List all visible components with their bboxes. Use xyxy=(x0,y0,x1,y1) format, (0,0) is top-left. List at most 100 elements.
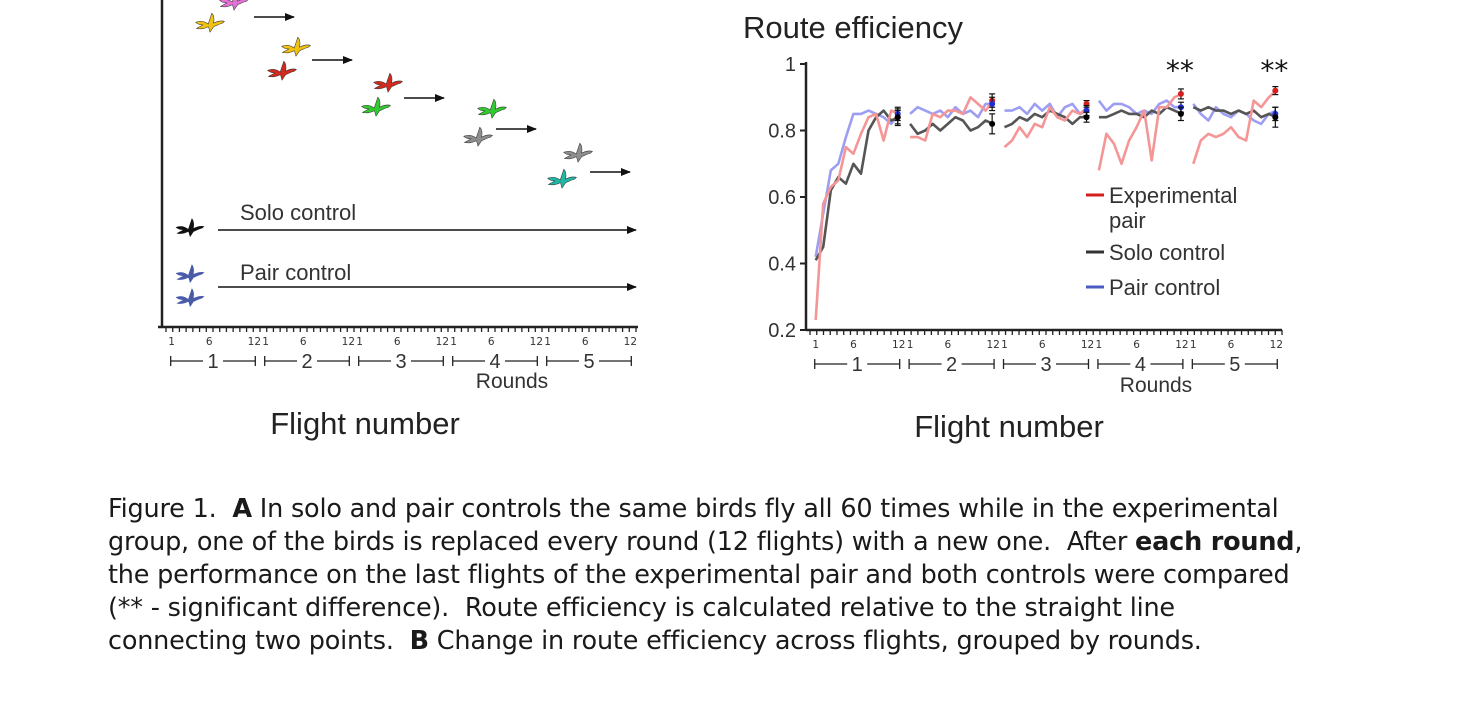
x-tick-label: 12 xyxy=(1175,339,1188,351)
series-line-experimental-pair xyxy=(1003,105,1089,149)
pair-bird-icon xyxy=(175,288,205,308)
x-tick-label: 12 xyxy=(436,336,449,348)
panel-a-rounds-label: Rounds xyxy=(476,370,548,393)
caption-route-text: Route efficiency is calculated relative … xyxy=(108,593,1175,656)
chart-endpoint-means xyxy=(894,86,1279,135)
caption-figure-label: Figure 1. xyxy=(108,494,217,524)
series-line-experimental-pair xyxy=(910,96,995,142)
bird-icon xyxy=(195,12,225,33)
round-label: 2 xyxy=(301,351,312,373)
series-line-experimental-pair xyxy=(1097,92,1183,171)
bird-icon xyxy=(463,126,493,147)
x-tick-label: 1 xyxy=(1190,339,1197,351)
y-tick-label: 0.8 xyxy=(768,121,796,143)
chart-x-axis: 1 6 12 1 6 12 1 6 12 1 6 12 1 6 12 xyxy=(806,328,1283,351)
x-tick-label: 6 xyxy=(488,336,495,348)
x-tick-label: 12 xyxy=(892,339,905,351)
mean-point xyxy=(1272,114,1279,121)
series-line-solo-control xyxy=(1098,105,1183,119)
x-tick-label: 6 xyxy=(300,336,307,348)
solo-control-label: Solo control xyxy=(240,200,356,225)
chart-rounds-label: Rounds xyxy=(1120,374,1192,397)
chart-round-brackets: 1 2 3 4 5 xyxy=(814,354,1278,376)
legend-label: Experimental xyxy=(1109,183,1237,208)
mean-point xyxy=(989,100,996,107)
chart-y-axis: 0.2 0.4 0.6 0.8 1 xyxy=(768,54,808,342)
x-tick-label: 1 xyxy=(544,336,551,348)
pair-control-label: Pair control xyxy=(240,260,351,285)
round-label: 1 xyxy=(852,354,863,376)
series-line-pair-control xyxy=(1192,103,1277,126)
legend-label: pair xyxy=(1109,208,1146,233)
series-line-solo-control xyxy=(1192,105,1277,119)
x-tick-label: 1 xyxy=(1001,339,1008,351)
x-tick-label: 1 xyxy=(1096,339,1103,351)
panel-a-ticks: 1 6 12 1 6 12 1 6 12 1 6 12 1 6 12 xyxy=(165,327,637,348)
x-tick-label: 1 xyxy=(907,339,914,351)
round-label: 1 xyxy=(207,351,218,373)
panel-a-x-axis-label: Flight number xyxy=(270,406,460,441)
round-label: 3 xyxy=(1040,354,1051,376)
pair-bird-icon xyxy=(175,264,205,284)
panel-a: 1 6 12 1 6 12 1 6 12 1 6 12 1 6 12 Solo control Pair c… xyxy=(158,0,638,441)
round-label: 5 xyxy=(583,351,594,373)
bird-icon xyxy=(563,142,593,163)
series-line-solo-control xyxy=(814,109,900,261)
series-line-solo-control xyxy=(909,115,994,136)
mean-point xyxy=(894,114,901,121)
mean-point xyxy=(1177,110,1184,117)
panel-a-round-brackets: 1 2 3 4 5 xyxy=(170,351,632,373)
x-tick-label: 12 xyxy=(530,336,543,348)
legend-label: Pair control xyxy=(1109,275,1220,300)
x-tick-label: 6 xyxy=(1133,339,1140,351)
caption-panel-a-text: In solo and pair controls the same birds… xyxy=(108,494,1279,557)
x-tick-label: 1 xyxy=(168,336,175,348)
figure-canvas: 1 6 12 1 6 12 1 6 12 1 6 12 1 6 12 Solo control Pair c… xyxy=(158,0,1288,444)
bird-icon xyxy=(361,96,391,117)
panel-a-bird-sequence xyxy=(175,0,631,308)
mean-point xyxy=(1083,114,1090,121)
x-tick-label: 12 xyxy=(248,336,261,348)
chart-series-lines xyxy=(814,89,1278,321)
x-tick-label: 1 xyxy=(812,339,819,351)
bird-icon xyxy=(477,98,507,119)
round-label: 4 xyxy=(1135,354,1146,376)
panel-b-chart: Route efficiency 0.20.40.60.81 1 6 12 1 6 12 1… xyxy=(743,10,1288,444)
x-tick-label: 1 xyxy=(450,336,457,348)
legend-label: Solo control xyxy=(1109,240,1225,265)
mean-point xyxy=(989,120,996,127)
bird-icon xyxy=(219,0,249,11)
series-line-experimental-pair xyxy=(1192,89,1278,165)
series-line-pair-control xyxy=(909,102,994,119)
y-tick-label: 1 xyxy=(785,54,796,76)
x-tick-label: 6 xyxy=(582,336,589,348)
figure-caption: Figure 1. A In solo and pair controls th… xyxy=(108,493,1318,658)
series-line-experimental-pair xyxy=(814,109,900,321)
x-tick-label: 6 xyxy=(1228,339,1235,351)
caption-each-round: each round xyxy=(1135,527,1295,557)
y-tick-label: 0.4 xyxy=(768,254,796,276)
x-tick-label: 12 xyxy=(1270,339,1283,351)
x-tick-label: 12 xyxy=(1081,339,1094,351)
x-tick-label: 6 xyxy=(206,336,213,348)
x-tick-label: 6 xyxy=(394,336,401,348)
x-tick-label: 6 xyxy=(1039,339,1046,351)
x-tick-label: 1 xyxy=(262,336,269,348)
x-tick-label: 12 xyxy=(986,339,999,351)
round-label: 5 xyxy=(1229,354,1240,376)
chart-x-axis-label: Flight number xyxy=(914,409,1104,444)
caption-panel-b-text: Change in route efficiency across flight… xyxy=(436,626,1202,656)
x-tick-label: 6 xyxy=(850,339,857,351)
significance-marker: ** xyxy=(1260,54,1288,87)
x-tick-label: 1 xyxy=(356,336,363,348)
round-label: 3 xyxy=(395,351,406,373)
y-tick-label: 0.2 xyxy=(768,320,796,342)
y-tick-label: 0.6 xyxy=(768,187,796,209)
x-tick-label: 12 xyxy=(342,336,355,348)
chart-title: Route efficiency xyxy=(743,10,963,45)
series-line-pair-control xyxy=(814,109,900,258)
mean-point xyxy=(1272,87,1279,94)
round-label: 2 xyxy=(946,354,957,376)
bird-icon xyxy=(373,72,403,93)
